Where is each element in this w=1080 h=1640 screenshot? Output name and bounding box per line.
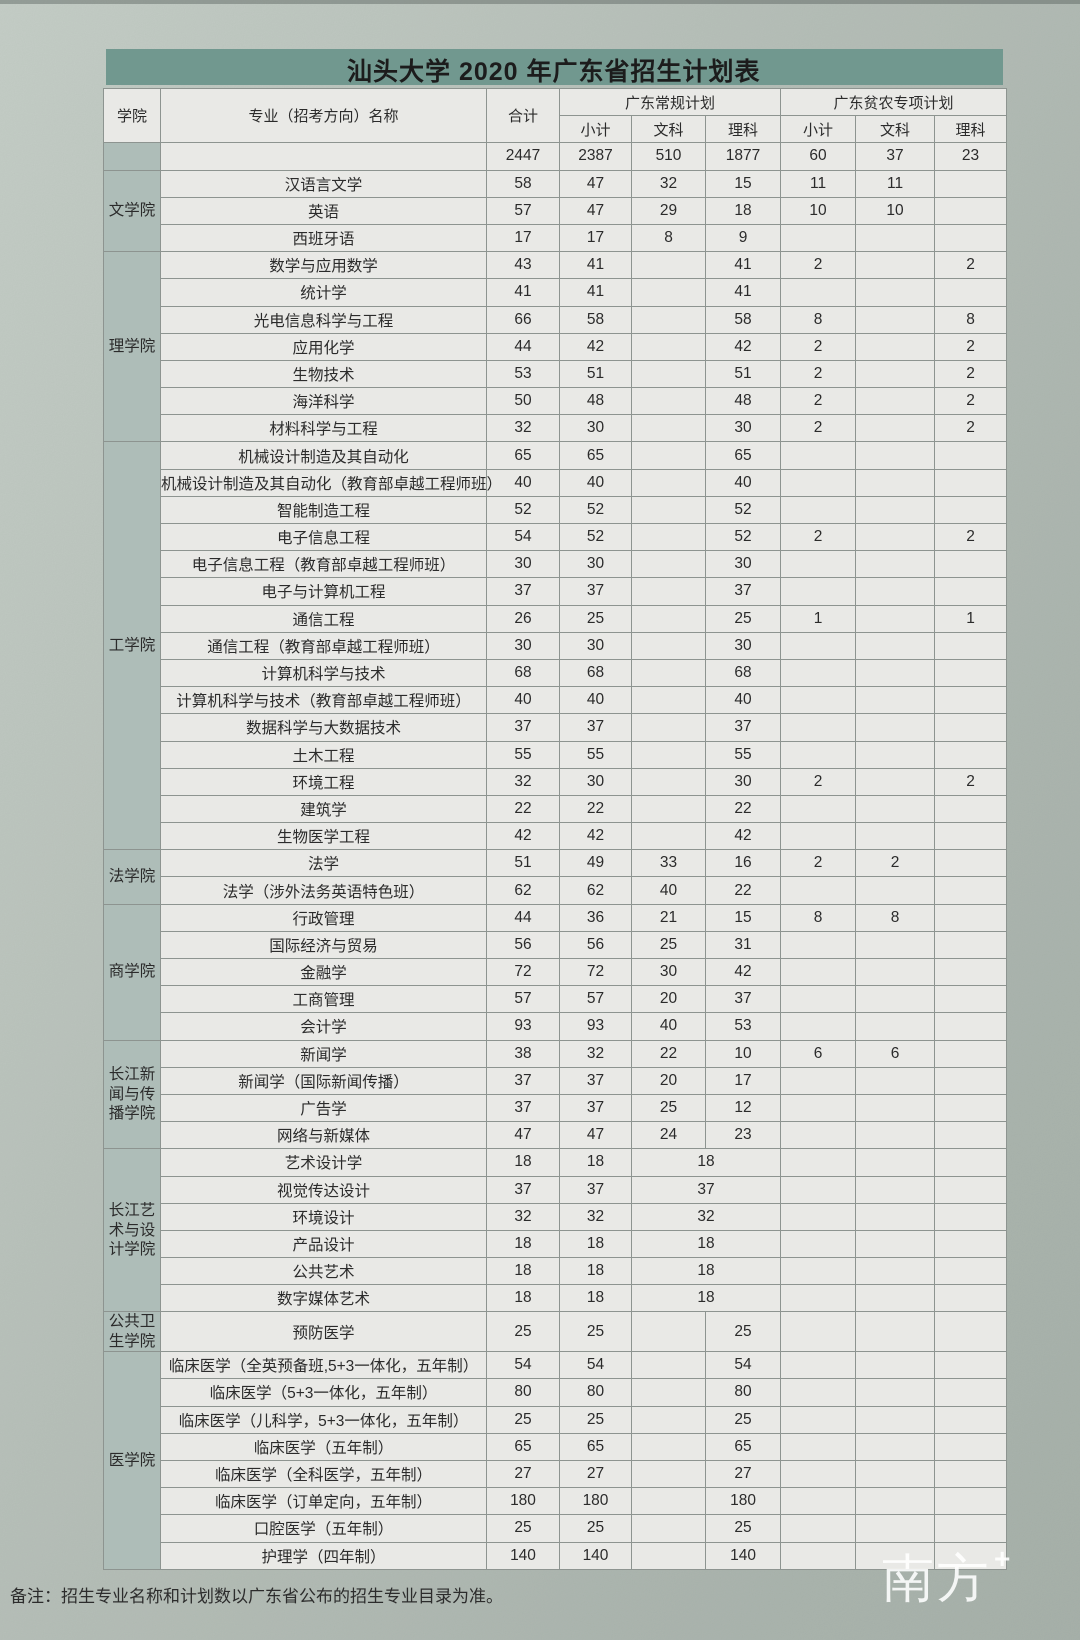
svg-text:+: + xyxy=(994,1543,1010,1574)
